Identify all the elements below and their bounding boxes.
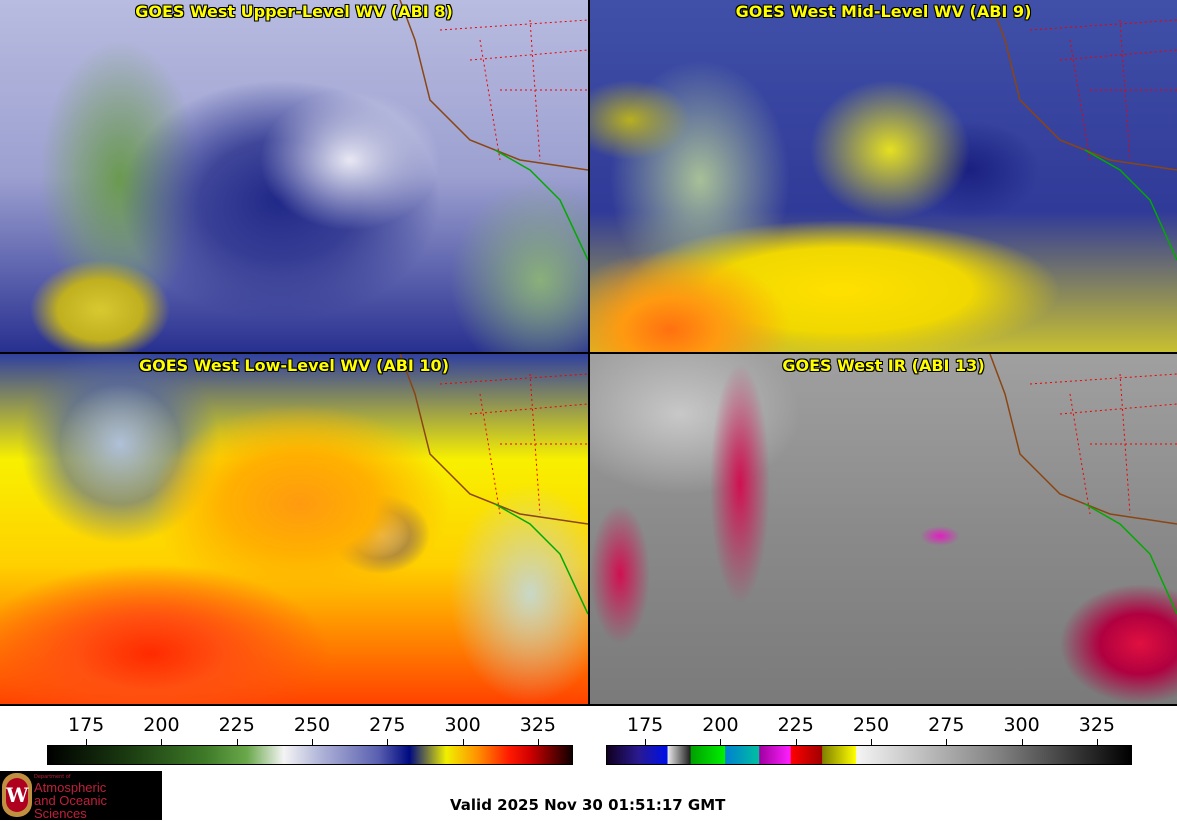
colorbar-tick-label: 200 (702, 714, 739, 736)
colorbar-tick (537, 739, 539, 745)
upper-level-wv-panel: GOES West Upper-Level WV (ABI 8) (0, 0, 588, 352)
state-borders (989, 0, 1177, 261)
panel-divider (0, 704, 1177, 706)
colorbar-tick (312, 739, 313, 745)
aos-logo: W Department of Atmospheric and Oceanic S… (0, 771, 162, 820)
colorbar-tick (645, 739, 647, 745)
colorbar-tick (871, 739, 872, 745)
colorbar-tick (236, 739, 238, 745)
valid-time: Valid 2025 Nov 30 01:51:17 GMT (450, 796, 726, 814)
infrared-panel: GOES West IR (ABI 13) (590, 354, 1177, 706)
colorbar-tick (1021, 739, 1023, 745)
colorbar-tick (795, 739, 797, 745)
colorbar-tick (946, 739, 948, 745)
colorbar-tick-label: 325 (1078, 714, 1115, 736)
colorbar-tick (86, 739, 88, 745)
colorbar-tick-label: 250 (293, 714, 331, 736)
wv-colorbar (47, 745, 573, 765)
colorbar-tick-label: 325 (519, 714, 556, 736)
colorbar-tick-label: 225 (218, 714, 255, 736)
colorbar-tick-label: 300 (444, 714, 481, 736)
logo-dept: Department of (34, 774, 71, 780)
state-borders (399, 0, 588, 261)
panel-title: GOES West IR (ABI 13) (782, 356, 985, 375)
logo-name: Atmospheric and Oceanic Sciences (34, 780, 107, 821)
ir-colorbar (606, 745, 1132, 765)
uw-seal-icon: W (2, 773, 32, 817)
state-borders (399, 354, 588, 615)
panel-title: GOES West Mid-Level WV (ABI 9) (735, 2, 1032, 21)
colorbar-tick (1096, 739, 1098, 745)
low-level-wv-panel: GOES West Low-Level WV (ABI 10) (0, 354, 588, 706)
colorbar-tick-label: 250 (852, 714, 890, 736)
colorbar-tick-label: 300 (1003, 714, 1040, 736)
panel-title: GOES West Low-Level WV (ABI 10) (138, 356, 449, 375)
panel-title: GOES West Upper-Level WV (ABI 8) (135, 2, 453, 21)
state-borders (989, 354, 1177, 615)
colorbar-tick-label: 275 (928, 714, 965, 736)
colorbar-tick-label: 225 (777, 714, 814, 736)
colorbar-tick (387, 739, 389, 745)
colorbar-tick (720, 739, 722, 745)
colorbar-tick-label: 175 (627, 714, 664, 736)
colorbar-tick-label: 175 (68, 714, 105, 736)
colorbar-tick (462, 739, 464, 745)
mid-level-wv-panel: GOES West Mid-Level WV (ABI 9) (590, 0, 1177, 352)
panel-divider (588, 0, 590, 706)
colorbar-tick (161, 739, 163, 745)
colorbar-tick-label: 200 (143, 714, 180, 736)
colorbar-tick-label: 275 (369, 714, 406, 736)
